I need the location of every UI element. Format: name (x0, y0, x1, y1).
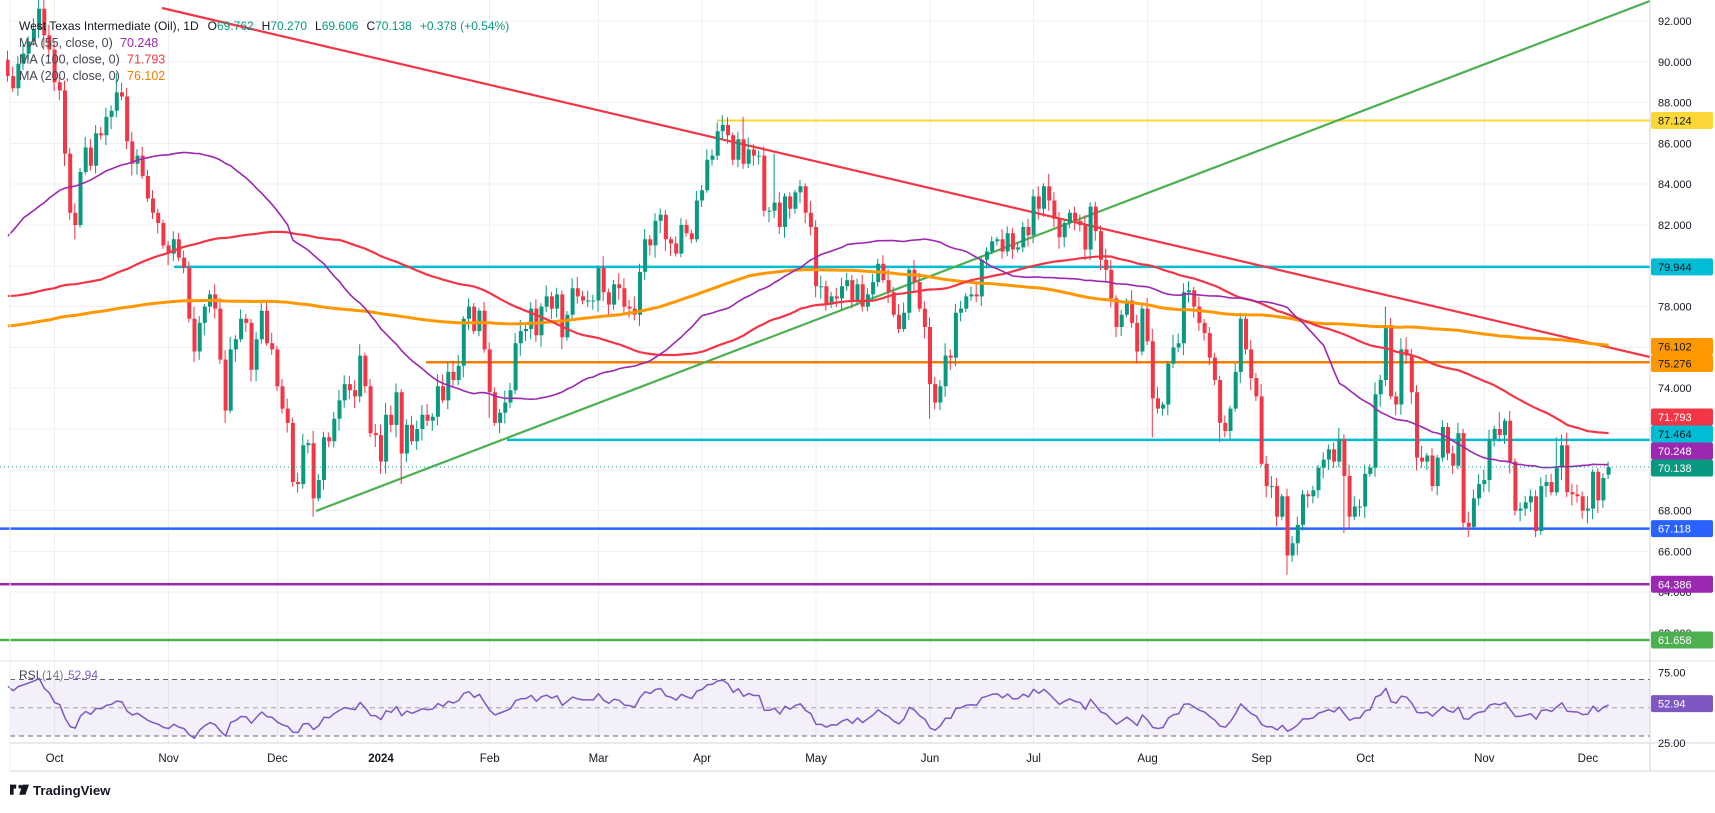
svg-text:70.248: 70.248 (1658, 446, 1692, 458)
svg-text:87.124: 87.124 (1658, 116, 1692, 128)
svg-text:61.658: 61.658 (1658, 635, 1692, 647)
svg-text:Sep: Sep (1251, 753, 1271, 765)
svg-text:Feb: Feb (480, 753, 500, 765)
svg-text:2024: 2024 (368, 753, 394, 765)
svg-text:52.94: 52.94 (1658, 699, 1686, 711)
svg-text:52.94: 52.94 (68, 668, 98, 682)
svg-text:86.000: 86.000 (1658, 138, 1692, 150)
svg-text:84.000: 84.000 (1658, 179, 1692, 191)
svg-text:71.793: 71.793 (127, 53, 165, 67)
svg-text:TradingView: TradingView (33, 783, 111, 798)
svg-text:70.248: 70.248 (120, 36, 158, 50)
svg-text:Oct: Oct (46, 753, 65, 765)
svg-text:West Texas Intermediate (Oil),: West Texas Intermediate (Oil), 1D O69.762… (19, 19, 509, 33)
svg-text:MA (55, close, 0): MA (55, close, 0) (19, 36, 113, 50)
svg-text:Dec: Dec (1578, 753, 1599, 765)
svg-text:71.793: 71.793 (1658, 412, 1692, 424)
svg-text:Aug: Aug (1137, 753, 1157, 765)
svg-text:MA (100, close, 0): MA (100, close, 0) (19, 53, 120, 67)
svg-text:74.000: 74.000 (1658, 383, 1692, 395)
svg-text:78.000: 78.000 (1658, 302, 1692, 314)
svg-text:90.000: 90.000 (1658, 57, 1692, 69)
svg-text:MA (200, close, 0): MA (200, close, 0) (19, 69, 120, 83)
svg-text:Nov: Nov (158, 753, 179, 765)
svg-text:Mar: Mar (589, 753, 609, 765)
svg-text:Apr: Apr (693, 753, 711, 765)
svg-text:Dec: Dec (267, 753, 288, 765)
svg-text:(14): (14) (42, 668, 63, 682)
svg-text:75.00: 75.00 (1658, 667, 1686, 679)
svg-text:76.102: 76.102 (1658, 342, 1692, 354)
svg-text:88.000: 88.000 (1658, 98, 1692, 110)
svg-text:71.464: 71.464 (1658, 429, 1692, 441)
svg-text:82.000: 82.000 (1658, 220, 1692, 232)
svg-text:67.118: 67.118 (1658, 524, 1691, 536)
svg-text:Jul: Jul (1026, 753, 1041, 765)
svg-text:92.000: 92.000 (1658, 16, 1692, 28)
svg-text:Nov: Nov (1474, 753, 1495, 765)
svg-text:25.00: 25.00 (1658, 738, 1686, 750)
svg-text:Jun: Jun (921, 753, 940, 765)
svg-text:79.944: 79.944 (1658, 262, 1692, 274)
svg-text:64.386: 64.386 (1658, 579, 1692, 591)
svg-text:68.000: 68.000 (1658, 506, 1692, 518)
svg-text:Oct: Oct (1356, 753, 1375, 765)
svg-text:May: May (805, 753, 827, 765)
svg-text:70.138: 70.138 (1658, 463, 1692, 475)
svg-text:66.000: 66.000 (1658, 546, 1692, 558)
svg-text:76.102: 76.102 (127, 69, 165, 83)
svg-text:RSI: RSI (19, 668, 39, 682)
svg-text:75.276: 75.276 (1658, 359, 1692, 371)
